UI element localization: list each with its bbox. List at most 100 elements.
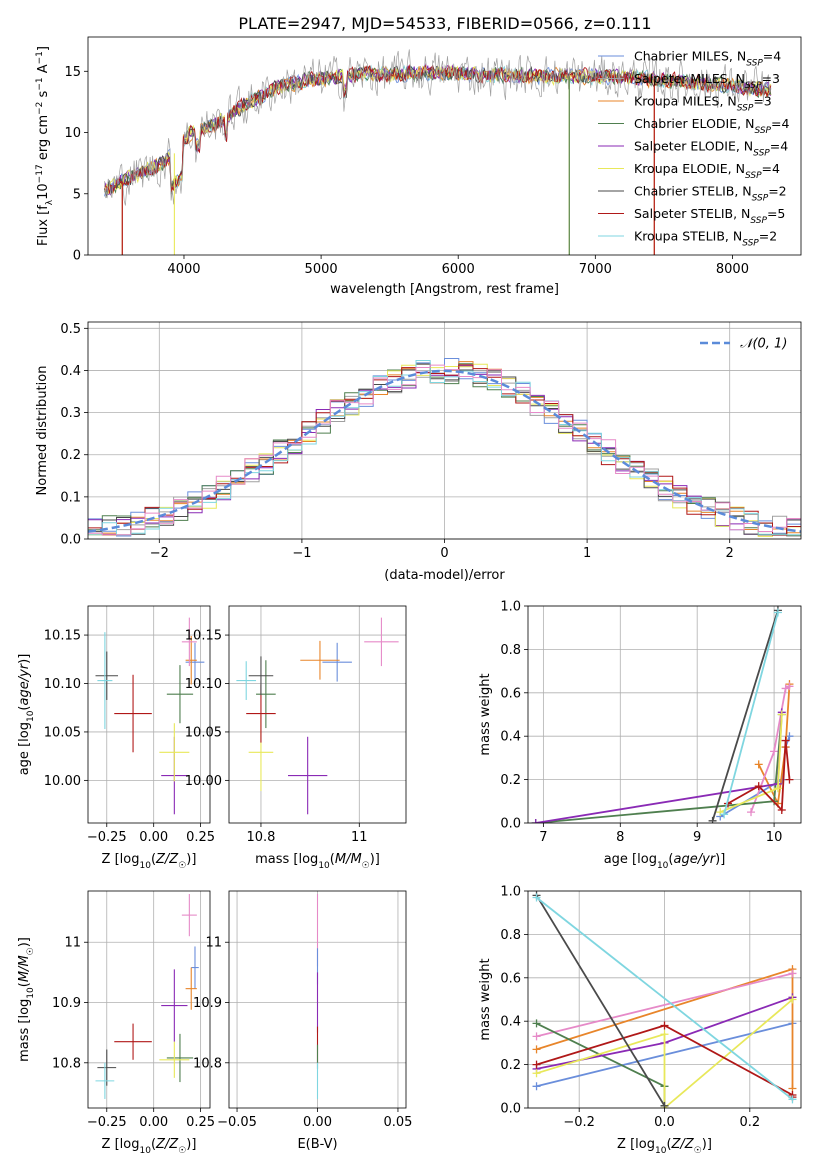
residuals-xtick-label: 1 (583, 546, 591, 561)
weight-vs-Z-marker (532, 1019, 541, 1028)
weight-vs-age-frame (527, 605, 802, 824)
weight-vs-Z-ylabel: mass weight (478, 958, 493, 1040)
residuals-ytick-label: 0.5 (60, 322, 81, 337)
spectrum-ytick-label: 0 (73, 249, 81, 264)
spectrum-xtick-label: 5000 (305, 262, 338, 277)
weight-vs-Z-ytick-label: 0.8 (500, 928, 521, 943)
age-vs-Z-ytick-label: 10.15 (44, 629, 81, 644)
weight-vs-Z-xlabel: Z [log10(Z/Z☉)] (617, 1137, 712, 1156)
mass-vs-Z-xtick-label: 0.25 (186, 1115, 215, 1130)
weight-vs-Z-xtick-label: −0.2 (563, 1115, 595, 1130)
weight-vs-Z-ytick-label: 0.6 (500, 971, 521, 986)
mass-vs-ebv-ytick-label: 10.8 (193, 1056, 222, 1071)
age-vs-Z-frame (87, 605, 211, 824)
spectrum-series-1 (104, 49, 772, 206)
weight-vs-age-xtick-label: 10 (766, 830, 783, 845)
weight-vs-Z-marker (532, 1082, 541, 1091)
weight-vs-Z-ytick-label: 0.4 (500, 1015, 521, 1030)
spectrum-ytick-label: 15 (64, 65, 81, 80)
weight-vs-Z-series-8 (535, 896, 794, 1101)
mass-vs-Z-ytick-label: 11 (64, 936, 81, 951)
mass-vs-ebv-ytick-label: 10.9 (193, 996, 222, 1011)
weight-vs-age-ytick-label: 0.6 (500, 686, 521, 701)
figure-title: PLATE=2947, MJD=54533, FIBERID=0566, z=0… (238, 14, 651, 33)
weight-vs-Z-marker (532, 1032, 541, 1041)
weight-vs-age-marker (754, 782, 763, 791)
age-vs-Z-ytick-label: 10.05 (44, 725, 81, 740)
weight-vs-age-marker (770, 747, 779, 756)
weight-vs-Z-marker (532, 1060, 541, 1069)
spectrum-frame (87, 36, 802, 256)
residual-hist-9 (88, 364, 801, 536)
mass-vs-ebv-ytick-label: 11 (205, 936, 222, 951)
age-vs-mass-plot (236, 617, 399, 815)
age-vs-mass-frame (228, 605, 407, 824)
mass-vs-Z-xtick-label: −0.25 (87, 1115, 127, 1130)
residuals-xtick-label: −2 (150, 546, 169, 561)
legend-label: Chabrier ELODIE, NSSP=4 (634, 116, 789, 136)
mass-vs-ebv-xlabel: E(B-V) (297, 1137, 337, 1152)
legend-label: Kroupa STELIB, NSSP=2 (634, 229, 777, 249)
weight-vs-age-marker (777, 805, 786, 814)
weight-vs-Z-marker (788, 969, 797, 978)
spectrum-axes: 4000 5000 6000 7000 8000 0 5 10 15 (64, 65, 749, 277)
mass-vs-ebv-frame (228, 890, 407, 1109)
weight-vs-age-marker (773, 784, 782, 793)
spectrum-xtick-label: 8000 (716, 262, 749, 277)
weight-vs-age-marker (773, 608, 782, 617)
age-vs-mass-xtick-label: 10.8 (246, 830, 275, 845)
weight-vs-age-marker (531, 819, 540, 823)
weight-vs-Z-marker (532, 1045, 541, 1054)
weight-vs-Z-plot (532, 891, 797, 1108)
weight-vs-Z-ytick-label: 1.0 (500, 885, 521, 900)
mass-vs-Z-ytick-label: 10.9 (52, 996, 81, 1011)
age-vs-Z-ytick-label: 10.00 (44, 774, 81, 789)
legend-label: Chabrier STELIB, NSSP=2 (634, 184, 787, 204)
weight-vs-age-xlabel: age [log10(age/yr)] (604, 852, 726, 871)
mass-vs-Z-axes: −0.25 0.00 0.25 10.8 10.9 11 (52, 891, 215, 1130)
spectrum-ylabel: Flux [fλ10−17 erg cm−2 s−1 A−1] (35, 46, 55, 246)
weight-vs-age-series-4 (535, 712, 783, 823)
weight-vs-Z-marker (532, 1069, 541, 1078)
weight-vs-age-marker (777, 710, 786, 719)
weight-vs-Z-series-5 (536, 998, 794, 1108)
residuals-xtick-label: 2 (726, 546, 734, 561)
mass-vs-Z-xlabel: Z [log10(Z/Z☉)] (102, 1137, 197, 1156)
weight-vs-age-series-3 (535, 714, 783, 823)
legend-label: Salpeter MILES, NSSP=3 (634, 71, 780, 91)
age-vs-mass-ytick-label: 10.10 (185, 677, 222, 692)
spectrum-xtick-label: 4000 (167, 262, 200, 277)
weight-vs-Z-xtick-label: 0.2 (739, 1115, 760, 1130)
age-vs-mass-xtick-label: 11 (351, 830, 368, 845)
residuals-ytick-label: 0.1 (60, 490, 81, 505)
weight-vs-age-ylabel: mass weight (478, 673, 493, 755)
age-vs-Z-xtick-label: −0.25 (87, 830, 127, 845)
spectrum-xtick-label: 6000 (442, 262, 475, 277)
weight-vs-age-xtick-label: 7 (539, 830, 547, 845)
residuals-xtick-label: −1 (292, 546, 311, 561)
legend-label: Salpeter STELIB, NSSP=5 (634, 206, 785, 226)
weight-vs-Z-marker (660, 1030, 669, 1039)
weight-vs-Z-marker (660, 1101, 669, 1108)
residuals-ytick-label: 0.2 (60, 448, 81, 463)
weight-vs-age-series-7 (711, 610, 779, 822)
legend-label: Kroupa ELODIE, NSSP=4 (634, 161, 780, 181)
spectrum-plot (104, 49, 772, 255)
weight-vs-age-marker (720, 810, 729, 819)
weight-vs-age-series-1 (757, 684, 791, 807)
weight-vs-age-marker (754, 760, 763, 769)
residuals-plot (88, 358, 801, 538)
mass-vs-ebv-xtick-label: 0.05 (383, 1115, 412, 1130)
residuals-ylabel: Normed distribution (35, 366, 50, 496)
weight-vs-age-series-8 (723, 612, 779, 815)
weight-vs-age-ytick-label: 0.4 (500, 730, 521, 745)
spectrum-xtick-label: 7000 (579, 262, 612, 277)
legend-label: Salpeter ELODIE, NSSP=4 (634, 139, 788, 159)
weight-vs-Z-marker (660, 1021, 669, 1030)
weight-vs-age-series-2 (750, 685, 790, 813)
weight-vs-Z-series-7 (535, 894, 666, 1107)
weight-vs-age-marker (747, 808, 756, 817)
weight-vs-age-plot (531, 606, 794, 823)
mass-vs-Z-frame (87, 890, 211, 1109)
